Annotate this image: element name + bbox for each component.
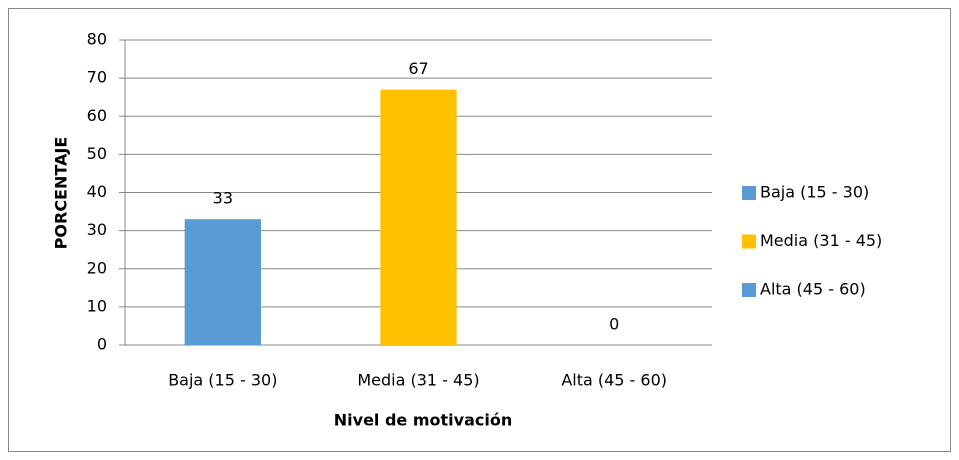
legend-swatch [742,283,756,297]
x-tick-label: Media (31 - 45) [357,371,479,390]
y-tick-label: 0 [97,335,107,354]
x-tick-label: Alta (45 - 60) [561,371,667,390]
x-axis-title: Nivel de motivación [334,411,512,430]
legend-label: Media (31 - 45) [760,231,882,250]
bar [380,89,457,345]
data-label: 33 [213,189,233,208]
y-tick-label: 30 [87,220,107,239]
data-label: 67 [408,59,428,78]
bar [184,219,261,345]
y-tick-label: 80 [87,30,107,49]
y-tick-label: 70 [87,68,107,87]
legend-swatch [742,234,756,249]
chart-border [8,8,951,452]
legend-swatch [742,186,756,200]
y-tick-label: 60 [87,106,107,125]
x-tick-label: Baja (15 - 30) [168,371,277,390]
y-tick-label: 50 [87,144,107,163]
y-tick-label: 20 [87,258,107,277]
legend-label: Alta (45 - 60) [760,280,866,299]
data-label: 0 [609,315,619,334]
y-tick-label: 40 [87,182,107,201]
y-tick-label: 10 [87,296,107,315]
legend-label: Baja (15 - 30) [760,183,869,202]
y-axis-title: PORCENTAJE [52,137,71,250]
